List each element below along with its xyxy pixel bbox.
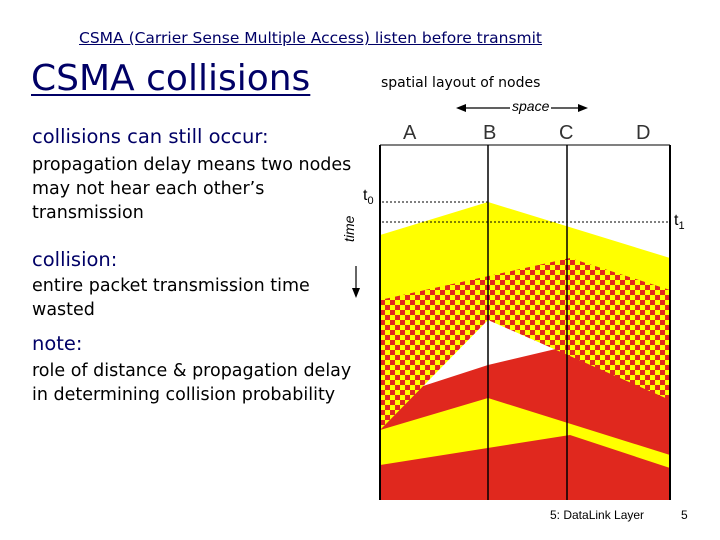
footer-page-number: 5 xyxy=(681,508,688,522)
node-label-d: D xyxy=(636,122,651,144)
body-note: role of distance & propagation delay in … xyxy=(32,361,352,405)
body-time-wasted: entire packet transmission time wasted xyxy=(32,276,310,320)
space-label: space xyxy=(510,98,552,114)
node-label-a: A xyxy=(403,122,417,144)
course-title: CSMA (Carrier Sense Multiple Access) lis… xyxy=(79,29,543,47)
heading-collisions-occur: collisions can still occur: xyxy=(32,125,269,148)
footer-chapter: 5: DataLink Layer xyxy=(550,508,645,522)
t1-label: t1 xyxy=(674,212,685,233)
heading-collision: collision: xyxy=(32,248,118,271)
collision-region xyxy=(380,258,670,430)
node-b-tail xyxy=(380,398,670,468)
node-label-b: B xyxy=(483,122,497,144)
node-label-c: C xyxy=(559,122,574,144)
diagram-caption: spatial layout of nodes xyxy=(381,75,541,91)
heading-note: note: xyxy=(32,332,83,355)
time-label: time xyxy=(341,215,357,242)
t0-label: t0 xyxy=(363,187,374,208)
body-propagation-delay: propagation delay means two nodes may no… xyxy=(32,155,352,223)
slide-title: CSMA collisions xyxy=(31,58,311,99)
